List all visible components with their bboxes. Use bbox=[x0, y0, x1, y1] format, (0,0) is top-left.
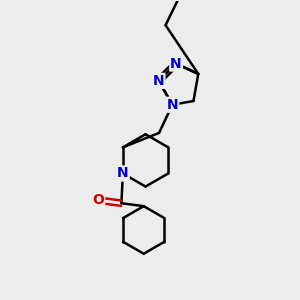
Text: N: N bbox=[167, 98, 178, 112]
Text: N: N bbox=[170, 56, 182, 70]
Text: N: N bbox=[117, 167, 129, 181]
Text: O: O bbox=[92, 193, 104, 207]
Text: N: N bbox=[153, 74, 164, 88]
